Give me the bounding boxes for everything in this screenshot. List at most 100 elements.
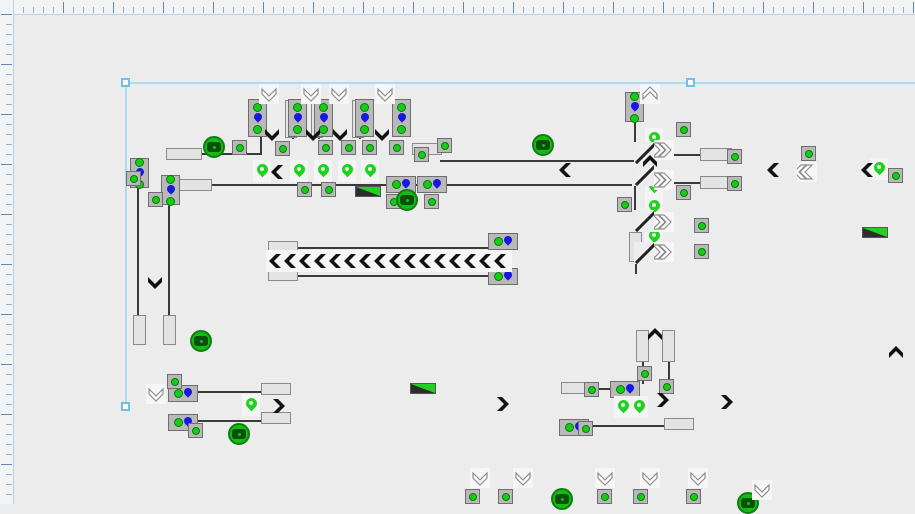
blue-marker-icon[interactable] xyxy=(504,271,512,282)
signal-plate[interactable] xyxy=(161,174,180,206)
signal-plate[interactable] xyxy=(417,176,447,193)
chevron-down-white-icon[interactable] xyxy=(595,468,615,488)
green-lamp-icon[interactable] xyxy=(324,185,333,194)
green-lamp-icon[interactable] xyxy=(501,492,510,501)
chevron-down-white-icon[interactable] xyxy=(640,468,660,488)
blue-marker-icon[interactable] xyxy=(626,384,634,395)
signal-plate[interactable] xyxy=(392,99,411,137)
chevron-left-black-icon[interactable] xyxy=(371,251,391,271)
lamp-tile[interactable] xyxy=(321,182,336,197)
chevron-down-white-icon[interactable] xyxy=(470,468,490,488)
lamp-tile[interactable] xyxy=(341,140,356,155)
green-lamp-icon[interactable] xyxy=(321,143,330,152)
chevron-left-black-icon[interactable] xyxy=(356,251,376,271)
green-lamp-icon[interactable] xyxy=(392,143,401,152)
lamp-tile[interactable] xyxy=(437,138,452,153)
lamp-tile[interactable] xyxy=(597,489,612,504)
green-lamp-icon[interactable] xyxy=(174,418,183,427)
chevron-down-black-icon[interactable] xyxy=(372,124,392,144)
green-lamp-icon[interactable] xyxy=(697,247,706,256)
chevron-left-black-icon[interactable] xyxy=(266,251,286,271)
lamp-tile[interactable] xyxy=(676,185,691,200)
green-lamp-icon[interactable] xyxy=(319,124,328,134)
lamp-tile[interactable] xyxy=(617,197,632,212)
track-segment[interactable] xyxy=(591,388,613,390)
lamp-tile[interactable] xyxy=(188,423,203,438)
green-lamp-icon[interactable] xyxy=(640,369,649,378)
blue-marker-icon[interactable] xyxy=(167,185,175,196)
chevron-down-white-icon[interactable] xyxy=(752,480,772,500)
track-block[interactable] xyxy=(636,330,649,362)
green-lamp-icon[interactable] xyxy=(135,157,144,167)
gradient-wedge[interactable] xyxy=(355,186,381,197)
camera-badge[interactable] xyxy=(396,189,418,211)
green-lamp-icon[interactable] xyxy=(166,196,175,206)
lamp-tile[interactable] xyxy=(297,182,312,197)
green-lamp-icon[interactable] xyxy=(300,185,309,194)
chevron-left-white-icon[interactable] xyxy=(797,162,817,182)
signal-plate[interactable] xyxy=(625,91,644,123)
lamp-tile[interactable] xyxy=(275,141,290,156)
green-lamp-icon[interactable] xyxy=(129,174,138,183)
green-lamp-icon[interactable] xyxy=(616,385,625,394)
map-pin[interactable] xyxy=(242,394,260,416)
lamp-tile[interactable] xyxy=(578,421,593,436)
green-lamp-icon[interactable] xyxy=(565,423,574,432)
blue-marker-icon[interactable] xyxy=(504,236,512,247)
lamp-tile[interactable] xyxy=(727,149,742,164)
chevron-left-black-icon[interactable] xyxy=(476,251,496,271)
blue-marker-icon[interactable] xyxy=(433,179,441,190)
track-block[interactable] xyxy=(166,148,202,160)
track-block[interactable] xyxy=(664,418,694,430)
chevron-left-black-icon[interactable] xyxy=(281,251,301,271)
chevron-right-black-icon[interactable] xyxy=(716,392,736,412)
green-lamp-icon[interactable] xyxy=(804,149,813,158)
chevron-right-white-icon[interactable] xyxy=(654,170,674,190)
chevron-right-white-icon[interactable] xyxy=(654,140,674,160)
camera-badge[interactable] xyxy=(551,488,573,510)
green-lamp-icon[interactable] xyxy=(730,179,739,188)
lamp-tile[interactable] xyxy=(888,168,903,183)
green-lamp-icon[interactable] xyxy=(235,143,244,152)
green-lamp-icon[interactable] xyxy=(170,377,179,386)
map-pin[interactable] xyxy=(361,160,379,182)
chevron-down-white-icon[interactable] xyxy=(259,84,279,104)
green-lamp-icon[interactable] xyxy=(730,152,739,161)
chevron-left-black-icon[interactable] xyxy=(311,251,331,271)
green-lamp-icon[interactable] xyxy=(344,143,353,152)
gradient-wedge[interactable] xyxy=(862,227,888,238)
lamp-tile[interactable] xyxy=(389,140,404,155)
chevron-left-black-icon[interactable] xyxy=(461,251,481,271)
chevron-down-left-white-icon[interactable] xyxy=(146,384,166,404)
green-lamp-icon[interactable] xyxy=(397,102,406,112)
green-lamp-icon[interactable] xyxy=(191,426,200,435)
blue-marker-icon[interactable] xyxy=(294,113,302,124)
track-segment[interactable] xyxy=(440,160,640,162)
selection-edge-top[interactable] xyxy=(125,82,915,84)
green-lamp-icon[interactable] xyxy=(293,124,302,134)
lamp-tile[interactable] xyxy=(659,379,674,394)
track-block[interactable] xyxy=(133,315,146,345)
handle-bottom-left[interactable] xyxy=(121,402,130,411)
green-lamp-icon[interactable] xyxy=(360,124,369,134)
green-lamp-icon[interactable] xyxy=(494,237,503,246)
track-block[interactable] xyxy=(662,330,675,362)
lamp-tile[interactable] xyxy=(637,366,652,381)
chevron-left-black-icon[interactable] xyxy=(268,162,288,182)
chevron-up-white-icon[interactable] xyxy=(640,84,660,104)
green-lamp-icon[interactable] xyxy=(689,492,698,501)
track-switch[interactable] xyxy=(634,242,654,264)
map-pin[interactable] xyxy=(314,160,332,182)
chevron-left-black-icon[interactable] xyxy=(491,251,511,271)
lamp-tile[interactable] xyxy=(232,140,247,155)
camera-badge[interactable] xyxy=(532,134,554,156)
chevron-down-black-icon[interactable] xyxy=(145,272,165,292)
lamp-tile[interactable] xyxy=(727,176,742,191)
chevron-down-black-icon[interactable] xyxy=(330,124,350,144)
green-lamp-icon[interactable] xyxy=(174,389,183,398)
map-pin[interactable] xyxy=(630,396,648,418)
chevron-right-black-icon[interactable] xyxy=(652,390,672,410)
lamp-tile[interactable] xyxy=(584,382,599,397)
gradient-wedge[interactable] xyxy=(410,383,436,394)
chevron-left-black-icon[interactable] xyxy=(446,251,466,271)
